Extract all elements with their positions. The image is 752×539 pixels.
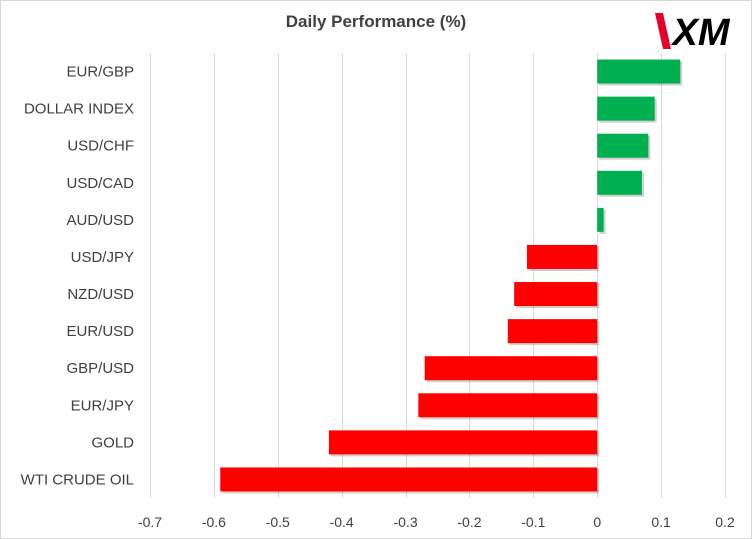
bar-gbp-usd xyxy=(424,356,598,381)
category-label: USD/JPY xyxy=(71,249,134,266)
bar-eur-gbp xyxy=(597,59,681,84)
x-tick-label: -0.3 xyxy=(393,514,417,530)
chart-title: Daily Performance (%) xyxy=(285,12,467,31)
x-tick-label: -0.4 xyxy=(330,514,354,530)
bar-aud-usd xyxy=(597,207,604,232)
x-tick-label: -0.1 xyxy=(521,514,545,530)
bar-eur-usd xyxy=(507,319,598,344)
bar-dollar-index xyxy=(597,96,655,121)
x-tick-label: -0.2 xyxy=(457,514,481,530)
xm-logo-accent xyxy=(655,13,671,49)
bar-wti-crude-oil xyxy=(220,467,598,492)
x-tick-label: -0.6 xyxy=(202,514,226,530)
category-label: GBP/USD xyxy=(66,360,134,377)
svg-text:XM: XM xyxy=(671,12,731,53)
x-tick-label: -0.7 xyxy=(138,514,162,530)
bar-eur-jpy xyxy=(418,393,598,418)
category-label: AUD/USD xyxy=(66,212,134,229)
x-tick-label: 0.1 xyxy=(651,514,671,530)
x-tick-label: 0 xyxy=(593,514,601,530)
category-label: EUR/GBP xyxy=(66,64,134,81)
category-label: DOLLAR INDEX xyxy=(24,101,134,118)
x-tick-label: -0.5 xyxy=(266,514,290,530)
bar-usd-cad xyxy=(597,170,642,195)
category-label: USD/CHF xyxy=(67,138,134,155)
xm-logo: XM xyxy=(655,12,731,53)
category-label: WTI CRUDE OIL xyxy=(21,471,134,488)
x-tick-label: 0.2 xyxy=(715,514,735,530)
category-label: EUR/USD xyxy=(66,323,134,340)
category-label: EUR/JPY xyxy=(71,397,134,414)
category-label: GOLD xyxy=(91,434,134,451)
bar-nzd-usd xyxy=(514,282,598,307)
category-label: USD/CAD xyxy=(66,175,134,192)
bar-usd-jpy xyxy=(526,244,598,269)
bar-usd-chf xyxy=(597,133,649,158)
bar-gold xyxy=(328,430,598,455)
category-label: NZD/USD xyxy=(67,286,134,303)
